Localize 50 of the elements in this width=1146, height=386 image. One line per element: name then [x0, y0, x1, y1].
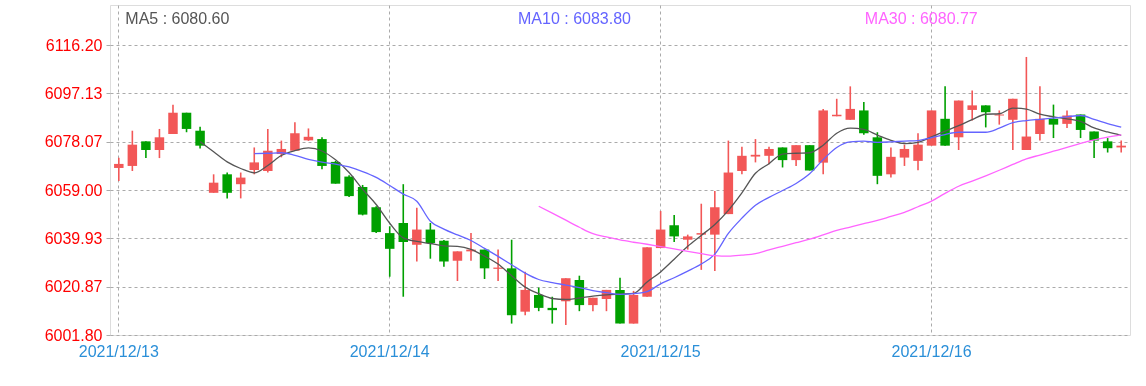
candlestick — [195, 125, 205, 150]
candlestick — [425, 222, 436, 260]
candlestick — [249, 146, 259, 176]
candlestick — [290, 121, 300, 152]
candlestick — [384, 225, 395, 278]
candlestick — [669, 214, 679, 243]
text: MA30 : 6080.77 — [864, 10, 978, 27]
x-tick-label: 2021/12/16 — [891, 342, 972, 360]
candlestick — [899, 143, 910, 167]
candlestick — [737, 145, 747, 176]
candlestick — [913, 132, 923, 172]
y-tick-label: 6116.20 — [45, 36, 103, 54]
candlestick — [114, 157, 124, 182]
candlestick — [344, 174, 354, 198]
candlestick — [994, 109, 1005, 126]
candlestick — [222, 171, 232, 200]
candlestick — [208, 173, 219, 194]
x-tick-label: 2021/12/14 — [349, 342, 430, 360]
candlestick — [750, 138, 761, 164]
candlestick — [981, 104, 991, 129]
candlestick — [168, 104, 178, 135]
candlestick — [967, 89, 977, 122]
candlestick — [1008, 97, 1018, 151]
text: MA5 : 6080.60 — [125, 10, 230, 27]
candlestick — [1035, 85, 1045, 142]
y-tick-label: 6078.07 — [44, 133, 103, 151]
candlestick — [533, 286, 544, 312]
candlestick — [859, 101, 869, 136]
candlestick — [520, 270, 530, 317]
y-tick-label: 6059.00 — [44, 181, 103, 199]
candlestick — [439, 239, 449, 268]
y-tick-label: 6020.87 — [44, 278, 103, 296]
candlestick — [127, 129, 138, 172]
candlestick — [561, 277, 571, 326]
x-tick-label: 2021/12/15 — [620, 342, 701, 360]
candlestick — [412, 206, 422, 263]
x-tick-label: 2021/12/13 — [78, 342, 159, 360]
candlestick — [696, 202, 707, 271]
y-tick-label: 6039.93 — [44, 229, 103, 247]
candlestick — [1048, 103, 1059, 139]
candlestick — [845, 85, 856, 121]
candlestick — [1089, 130, 1099, 159]
text: MA10 : 6083.80 — [518, 10, 632, 27]
candlestick — [886, 146, 896, 179]
candlestick — [791, 144, 801, 167]
candlestick — [452, 250, 463, 282]
y-tick-label: 6097.13 — [44, 84, 103, 102]
y-tick-label: 6001.80 — [44, 326, 103, 344]
candlestick — [154, 128, 165, 159]
candlestick — [1021, 56, 1032, 151]
